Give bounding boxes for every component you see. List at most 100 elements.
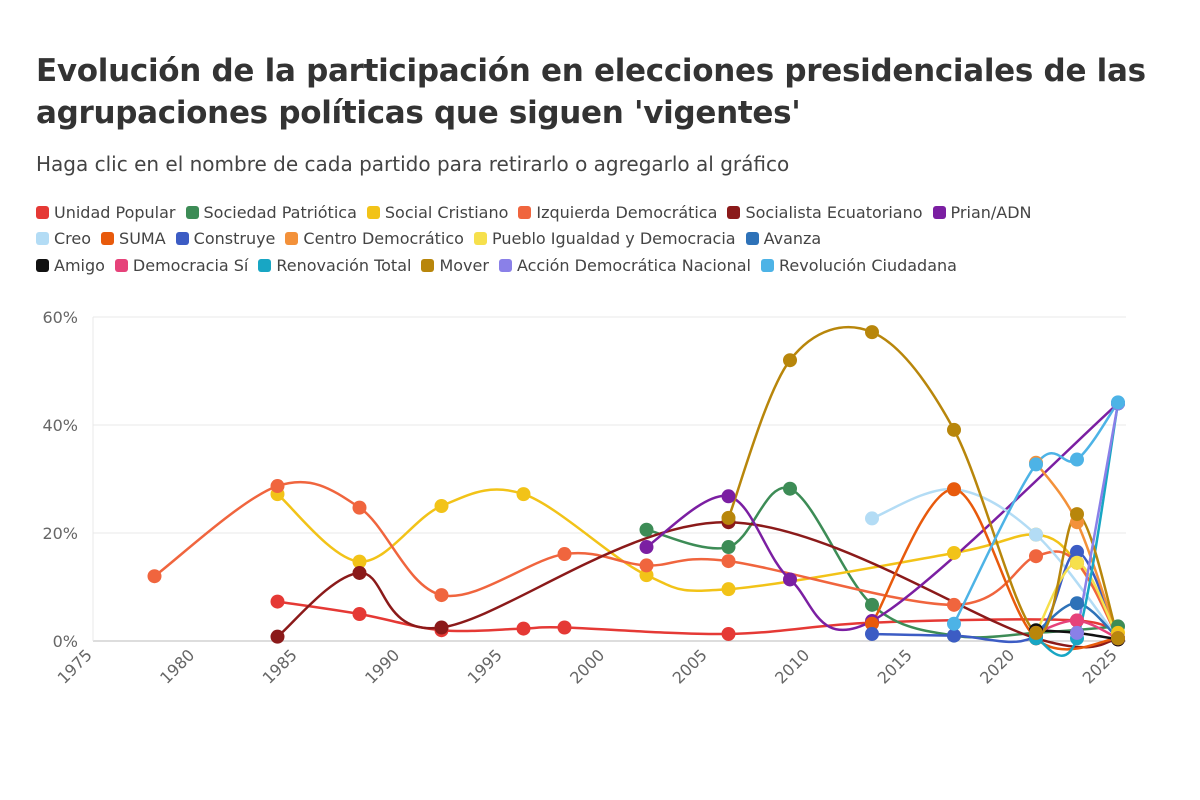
legend-label: Creo	[54, 229, 92, 249]
legend-label: Renovación Total	[276, 255, 412, 275]
data-point-prian-adn[interactable]	[721, 489, 736, 504]
x-tick-label: 2010	[771, 645, 813, 687]
data-point-revolucion-ciudadana[interactable]	[947, 616, 961, 631]
data-point-construye[interactable]	[1070, 544, 1084, 559]
data-point-sociedad-patriotica[interactable]	[865, 597, 879, 612]
legend-item-revolucion-ciudadana[interactable]: Revolución Ciudadana	[760, 255, 957, 275]
data-point-accion-democratica-nacional[interactable]	[1070, 625, 1084, 640]
legend-label: Unidad Popular	[54, 202, 176, 222]
x-tick-label: 1980	[156, 645, 198, 687]
data-point-sociedad-patriotica[interactable]	[721, 540, 736, 555]
data-point-mover[interactable]	[865, 325, 879, 340]
data-point-social-cristiano[interactable]	[352, 554, 367, 569]
data-point-izquierda-democratica[interactable]	[1029, 549, 1043, 564]
chart-legend: Unidad Popular Sociedad Patriótica Social …	[36, 199, 1166, 279]
data-point-mover[interactable]	[1029, 625, 1043, 640]
legend-item-construye[interactable]: Construye	[175, 229, 275, 248]
legend-item-pueblo-igualdad-y-democracia[interactable]: Pueblo Igualdad y Democracia	[473, 229, 736, 248]
legend-label: Democracia Sí	[132, 255, 249, 275]
legend-swatch	[185, 205, 199, 219]
data-point-revolucion-ciudadana[interactable]	[1070, 452, 1084, 467]
legend-item-accion-democratica-nacional[interactable]: Acción Democrática Nacional	[498, 256, 751, 275]
data-point-construye[interactable]	[865, 626, 879, 641]
legend-row: Unidad Popular Sociedad Patriótica Social …	[36, 199, 1166, 226]
data-point-socialista-ecuatoriano[interactable]	[434, 620, 449, 635]
data-point-social-cristiano[interactable]	[516, 487, 531, 502]
legend-item-avanza[interactable]: Avanza	[745, 229, 822, 249]
grid-layer	[92, 316, 1126, 642]
legend-item-socialista-ecuatoriano[interactable]: Socialista Ecuatoriano	[727, 203, 923, 222]
data-point-democracia-si[interactable]	[1070, 613, 1084, 628]
legend-item-prian-adn[interactable]: Prian/ADN	[932, 203, 1032, 222]
data-point-izquierda-democratica[interactable]	[352, 500, 367, 515]
data-point-izquierda-democratica[interactable]	[270, 479, 285, 494]
legend-swatch	[932, 205, 946, 219]
legend-item-sociedad-patriotica[interactable]: Sociedad Patriótica	[185, 203, 357, 222]
data-point-unidad-popular[interactable]	[516, 621, 531, 636]
series-line-revolucion-ciudadana	[952, 401, 1120, 625]
data-point-social-cristiano[interactable]	[639, 568, 654, 583]
legend-item-creo[interactable]: Creo	[36, 229, 91, 248]
data-point-creo[interactable]	[865, 511, 879, 526]
legend-swatch	[36, 258, 49, 272]
y-tick-label: 40%	[42, 416, 78, 435]
data-point-construye[interactable]	[947, 628, 961, 643]
legend-item-renovacion-total[interactable]: Renovación Total	[258, 256, 411, 275]
legend-item-amigo[interactable]: Amigo	[36, 256, 105, 275]
data-point-social-cristiano[interactable]	[434, 499, 449, 513]
legend-swatch	[285, 232, 299, 246]
data-point-unidad-popular[interactable]	[270, 594, 285, 609]
legend-item-mover[interactable]: Mover	[421, 256, 489, 275]
y-tick-label: 0%	[53, 632, 78, 651]
data-point-mover[interactable]	[721, 510, 736, 525]
data-point-unidad-popular[interactable]	[557, 620, 572, 635]
data-point-socialista-ecuatoriano[interactable]	[352, 565, 367, 580]
legend-label: Amigo	[54, 255, 105, 275]
data-point-izquierda-democratica[interactable]	[434, 588, 449, 603]
data-point-mover[interactable]	[1111, 631, 1125, 646]
data-point-sociedad-patriotica[interactable]	[783, 481, 797, 496]
data-point-mover[interactable]	[1070, 507, 1084, 522]
legend-item-social-cristiano[interactable]: Social Cristiano	[366, 203, 508, 222]
legend-item-democracia-si[interactable]: Democracia Sí	[114, 255, 249, 275]
data-point-social-cristiano[interactable]	[947, 545, 961, 560]
x-tick-label: 1975	[54, 645, 96, 687]
data-point-suma[interactable]	[947, 482, 961, 497]
data-point-avanza[interactable]	[1070, 596, 1084, 611]
data-point-creo[interactable]	[1029, 527, 1043, 542]
data-point-unidad-popular[interactable]	[352, 607, 367, 621]
data-point-izquierda-democratica[interactable]	[147, 569, 162, 584]
legend-item-centro-democratico[interactable]: Centro Democrático	[285, 229, 464, 248]
legend-label: Izquierda Democrática	[536, 202, 718, 222]
data-point-izquierda-democratica[interactable]	[947, 597, 961, 612]
axis-labels: 0% 20% 40% 60% 1975 1980 1985 1990 1995 2000 2005 2…	[42, 308, 1120, 688]
data-point-social-cristiano[interactable]	[721, 582, 736, 597]
data-point-prian-adn[interactable]	[639, 540, 654, 555]
legend-label: Avanza	[763, 229, 822, 249]
data-point-revolucion-ciudadana[interactable]	[1111, 395, 1125, 410]
data-point-unidad-popular[interactable]	[721, 626, 736, 641]
data-point-mover[interactable]	[783, 353, 797, 368]
legend-row: Amigo Democracia Sí Renovación Total Mover A…	[36, 252, 1166, 279]
legend-label: Revolución Ciudadana	[778, 255, 957, 275]
legend-item-izquierda-democratica[interactable]: Izquierda Democrática	[518, 203, 717, 222]
legend-swatch	[421, 258, 435, 272]
data-point-socialista-ecuatoriano[interactable]	[270, 629, 285, 644]
legend-swatch	[101, 232, 115, 246]
data-point-mover[interactable]	[947, 422, 961, 437]
data-point-revolucion-ciudadana[interactable]	[1029, 457, 1043, 472]
data-point-izquierda-democratica[interactable]	[639, 558, 654, 573]
legend-swatch	[366, 205, 380, 219]
x-tick-label: 1985	[259, 645, 301, 687]
data-point-sociedad-patriotica[interactable]	[639, 522, 654, 537]
legend-swatch	[745, 232, 759, 246]
data-point-izquierda-democratica[interactable]	[557, 547, 572, 562]
data-point-pueblo-igualdad-y-democracia[interactable]	[1070, 555, 1084, 570]
series-line-social-cristiano	[276, 488, 1120, 634]
legend-item-unidad-popular[interactable]: Unidad Popular	[36, 203, 176, 222]
data-point-suma[interactable]	[865, 616, 879, 631]
x-tick-label: 2020	[976, 645, 1018, 687]
legend-item-suma[interactable]: SUMA	[101, 229, 166, 248]
data-point-izquierda-democratica[interactable]	[721, 554, 736, 569]
data-point-prian-adn[interactable]	[783, 572, 797, 587]
